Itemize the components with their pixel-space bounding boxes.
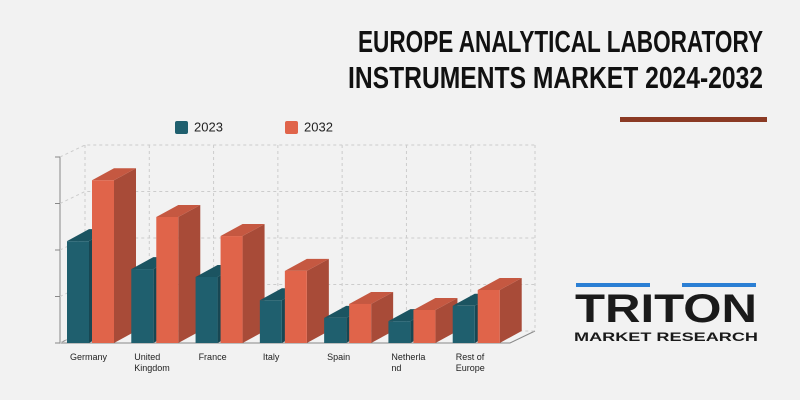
bar [156, 204, 201, 343]
bar-front [452, 305, 475, 343]
bar-front [195, 276, 218, 343]
grid-line [59, 144, 535, 158]
x-tick-label: Rest of Europe [455, 352, 485, 373]
bar-side [242, 224, 265, 343]
bar-top [156, 204, 201, 217]
bar-top [92, 168, 136, 181]
bar-front [92, 180, 114, 343]
bar-front [131, 269, 154, 343]
bar-front [156, 216, 179, 343]
legend-swatch [285, 121, 298, 134]
bar-side [499, 277, 522, 343]
bar-side [371, 291, 394, 343]
logo-accent [576, 283, 650, 287]
chart-title: INSTRUMENTS MARKET 2024-2032 [348, 60, 763, 95]
bar-side [114, 168, 136, 343]
x-tick-label: United Kingdom [134, 352, 170, 373]
x-tick-label: France [198, 352, 227, 362]
bar [477, 277, 522, 343]
bar-front [477, 289, 500, 343]
bar [92, 168, 136, 343]
bar-front [220, 236, 243, 343]
title-rule [620, 117, 767, 122]
logo-name: TRITON [575, 287, 757, 331]
bar-front [259, 300, 282, 343]
bar-front [349, 303, 372, 343]
bar-side [178, 204, 201, 343]
bar-front [324, 317, 347, 343]
bar-front [67, 241, 89, 343]
chart-title: EUROPE ANALYTICAL LABORATORY [358, 24, 763, 59]
bar-front [413, 309, 436, 343]
bar [349, 291, 394, 343]
x-tick-label: Italy [262, 352, 280, 362]
bar-side [435, 297, 458, 343]
bar-top [413, 297, 458, 310]
bar-top [477, 277, 522, 290]
bar [220, 224, 265, 343]
bar-front [388, 321, 411, 343]
legend-label: 2023 [194, 119, 223, 134]
bar-side [306, 258, 329, 343]
bar-top [284, 258, 329, 271]
bar-front [284, 270, 307, 343]
x-tick-label: Spain [327, 352, 351, 362]
bar [284, 258, 329, 343]
bar-top [220, 224, 265, 237]
x-tick-label: Netherland [391, 352, 426, 373]
legend-label: 2032 [304, 119, 333, 134]
bar-top [349, 291, 394, 304]
bar [413, 297, 458, 343]
logo-accent [682, 283, 756, 287]
legend-swatch [175, 121, 188, 134]
logo-tagline: MARKET RESEARCH [574, 330, 758, 344]
x-tick-label: Germany [70, 352, 108, 362]
